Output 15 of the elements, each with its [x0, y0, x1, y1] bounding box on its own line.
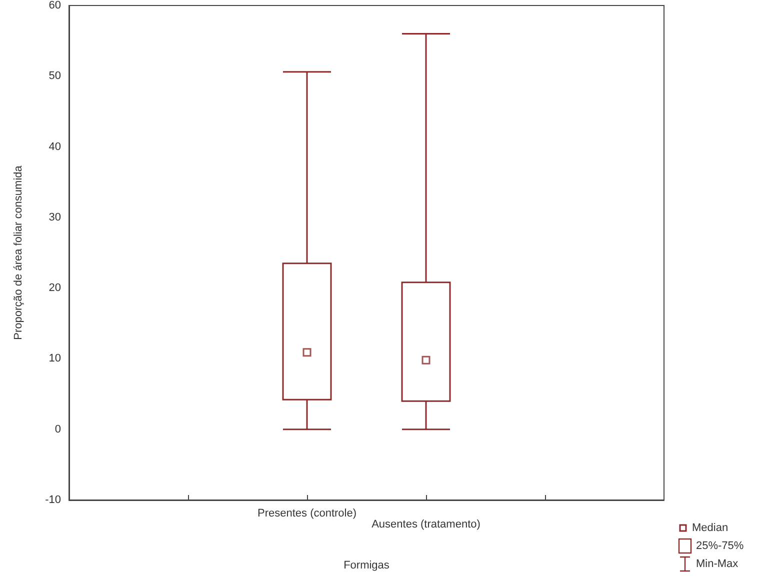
x-tick-label: Ausentes (tratamento): [372, 518, 480, 530]
y-tick-label: 40: [48, 140, 61, 153]
y-tick-label: -10: [45, 494, 61, 506]
x-axis-title: Formigas: [344, 560, 390, 572]
y-tick-label: 30: [48, 211, 61, 224]
y-tick-label: 0: [54, 423, 61, 436]
y-tick-label: 10: [48, 352, 61, 365]
y-tick-label: 50: [48, 70, 61, 82]
y-tick-label: 60: [48, 0, 61, 12]
y-tick-label: 20: [48, 282, 61, 294]
y-axis-title: Proporção de área foliar consumida: [12, 164, 24, 340]
x-tick-label: Presentes (controle): [257, 508, 357, 520]
text: 25%-75%: [696, 539, 744, 554]
text: Median: [692, 521, 728, 536]
text: Min-Max: [696, 557, 738, 572]
